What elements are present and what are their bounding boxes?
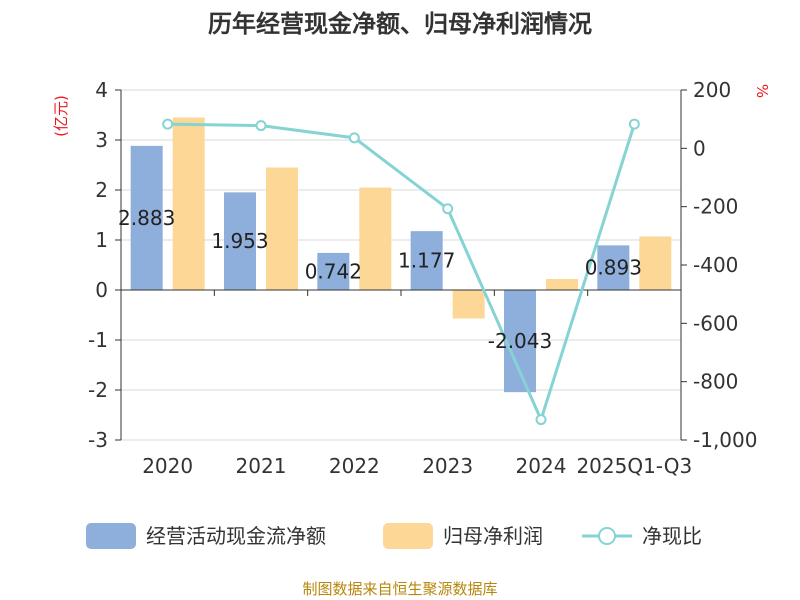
right-axis-unit: %	[753, 84, 771, 98]
left-tick-label: 1	[95, 228, 108, 252]
bar-operating-cash-flow	[410, 231, 443, 290]
x-tick-label: 2024	[516, 454, 567, 478]
bar-operating-cash-flow	[224, 192, 256, 290]
data-label: -2.043	[488, 329, 552, 353]
bar-operating-cash-flow	[130, 145, 163, 290]
bar-net-profit	[359, 187, 392, 290]
line-point	[535, 414, 547, 426]
bar-net-profit	[546, 279, 578, 290]
left-axis-unit: (亿元)	[52, 95, 70, 137]
left-tick-label: 3	[95, 128, 108, 152]
data-label: 1.177	[398, 249, 455, 273]
data-labels: 2.883 1.953 0.742 1.177 -2.043 0.893	[118, 206, 642, 353]
source-note: 制图数据来自恒生聚源数据库	[302, 580, 497, 598]
left-tick-label: 0	[95, 278, 108, 302]
data-label: 0.742	[305, 259, 362, 283]
line-point	[628, 118, 640, 130]
right-axis: 200 0 -200 -400 -600 -800 -1,000	[680, 78, 757, 452]
right-tick-label: -600	[693, 311, 738, 335]
left-tick-label: 4	[95, 78, 108, 102]
legend-swatch-operating-cash-flow	[86, 523, 136, 549]
bar-net-profit	[639, 236, 672, 290]
right-tick-label: -1,000	[693, 428, 757, 452]
bar-operating-cash-flow	[317, 252, 350, 290]
x-tick-label: 2025Q1-Q3	[576, 454, 692, 478]
line-point	[162, 118, 174, 130]
bar-net-profit	[452, 290, 485, 319]
chart-title: 历年经营现金净额、归母净利润情况	[208, 10, 592, 38]
left-tick-label: -1	[88, 328, 108, 352]
right-tick-label: -200	[693, 195, 738, 219]
bar-net-profit	[172, 117, 205, 290]
x-axis: 2020 2021 2022 2023 2024 2025Q1-Q3	[120, 289, 692, 478]
right-tick-label: 200	[693, 78, 731, 102]
left-tick-label: 2	[95, 178, 108, 202]
right-tick-label: 0	[693, 136, 706, 160]
x-tick-label: 2022	[329, 454, 380, 478]
left-tick-label: -2	[88, 378, 108, 402]
legend-label: 净现比	[642, 524, 702, 548]
bar-net-profit	[266, 167, 298, 290]
x-tick-label: 2020	[142, 454, 193, 478]
right-tick-label: -400	[693, 253, 738, 277]
legend-swatch-net-cash-ratio-marker	[598, 527, 616, 545]
left-tick-label: -3	[88, 428, 108, 452]
line-point	[442, 203, 454, 215]
data-label: 1.953	[211, 229, 268, 253]
line-series	[162, 118, 640, 426]
line-point	[348, 132, 360, 144]
x-tick-label: 2021	[236, 454, 287, 478]
right-tick-label: -800	[693, 370, 738, 394]
legend-swatch-net-profit	[383, 523, 433, 549]
x-tick-label: 2023	[422, 454, 473, 478]
line-point	[255, 120, 267, 132]
line-net-cash-ratio	[167, 122, 636, 424]
left-axis: 4 3 2 1 0 -1 -2 -3	[88, 78, 122, 452]
legend-label: 归母净利润	[443, 524, 543, 548]
legend: 经营活动现金流净额 归母净利润 净现比	[86, 523, 702, 549]
bar-operating-cash-flow	[597, 245, 630, 290]
data-label: 2.883	[118, 206, 175, 230]
legend-label: 经营活动现金流净额	[146, 524, 326, 548]
data-label: 0.893	[585, 256, 642, 280]
